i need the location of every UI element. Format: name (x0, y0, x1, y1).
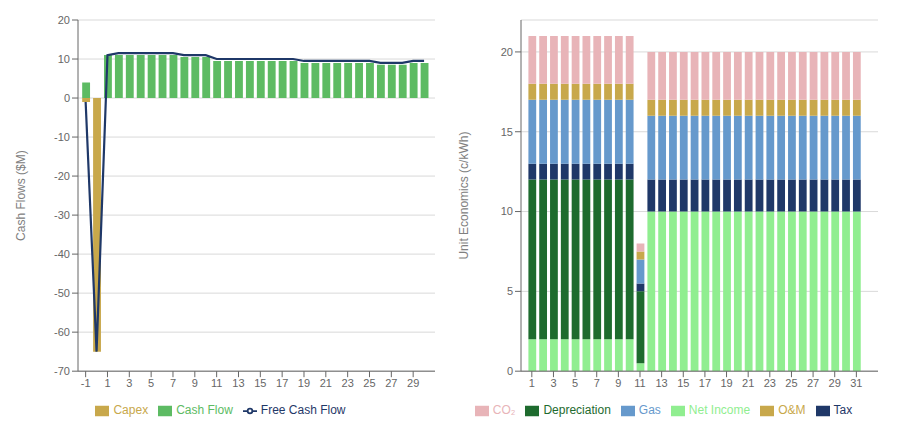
html-text:Net Income: Net Income (688, 403, 751, 418)
svg-text:-1: -1 (81, 377, 91, 389)
svg-text:1: 1 (529, 377, 535, 389)
svg-text:0: 0 (507, 365, 513, 377)
svg-text:-30: -30 (54, 209, 70, 221)
svg-text:11: 11 (634, 377, 645, 389)
svg-text:29: 29 (829, 377, 841, 389)
svg-text:20: 20 (501, 46, 513, 58)
svg-text:-20: -20 (54, 170, 70, 182)
html-text:Gas: Gas (638, 403, 661, 418)
svg-text:-50: -50 (54, 287, 70, 299)
svg-text:5: 5 (572, 377, 578, 389)
svg-text:23: 23 (764, 377, 776, 389)
svg-text:-40: -40 (54, 248, 70, 260)
svg-text:9: 9 (192, 377, 198, 389)
svg-text:25: 25 (363, 377, 375, 389)
html-text:Depreciation: Depreciation (543, 403, 611, 418)
html-text:O&M: O&M (778, 403, 806, 418)
html-text:Cash Flow: Cash Flow (176, 403, 233, 418)
svg-text:5: 5 (507, 285, 513, 297)
svg-text:-10: -10 (54, 131, 70, 143)
html-text:Free Cash Flow: Free Cash Flow (260, 403, 346, 418)
svg-text:27: 27 (807, 377, 819, 389)
svg-text:25: 25 (785, 377, 797, 389)
svg-text:-70: -70 (54, 365, 70, 377)
svg-text:17: 17 (276, 377, 288, 389)
svg-text:Unit Economics (c/kWh): Unit Economics (c/kWh) (457, 132, 471, 260)
svg-text:1: 1 (104, 377, 110, 389)
svg-text:17: 17 (699, 377, 711, 389)
svg-text:7: 7 (594, 377, 600, 389)
svg-text:Cash Flows ($M): Cash Flows ($M) (14, 150, 28, 241)
svg-text:3: 3 (550, 377, 556, 389)
svg-text:21: 21 (320, 377, 332, 389)
svg-text:31: 31 (850, 377, 862, 389)
html-text:Capex: Capex (113, 403, 149, 418)
svg-text:9: 9 (615, 377, 621, 389)
svg-text:0: 0 (64, 92, 70, 104)
svg-text:5: 5 (148, 377, 154, 389)
svg-text:19: 19 (298, 377, 310, 389)
svg-text:21: 21 (742, 377, 754, 389)
svg-text:20: 20 (58, 14, 70, 26)
svg-text:27: 27 (385, 377, 397, 389)
svg-text:29: 29 (407, 377, 419, 389)
svg-text:13: 13 (656, 377, 668, 389)
svg-text:13: 13 (232, 377, 244, 389)
html-text:Tax: Tax (833, 403, 853, 418)
svg-text:11: 11 (211, 377, 222, 389)
svg-text:15: 15 (501, 126, 513, 138)
svg-text:10: 10 (501, 205, 513, 217)
svg-text:10: 10 (58, 53, 70, 65)
html-text:CO₂: CO₂ (492, 403, 516, 418)
svg-text:15: 15 (254, 377, 266, 389)
svg-text:7: 7 (170, 377, 176, 389)
svg-text:15: 15 (677, 377, 689, 389)
svg-text:3: 3 (126, 377, 132, 389)
svg-text:19: 19 (720, 377, 732, 389)
svg-text:23: 23 (342, 377, 354, 389)
svg-text:-60: -60 (54, 326, 70, 338)
